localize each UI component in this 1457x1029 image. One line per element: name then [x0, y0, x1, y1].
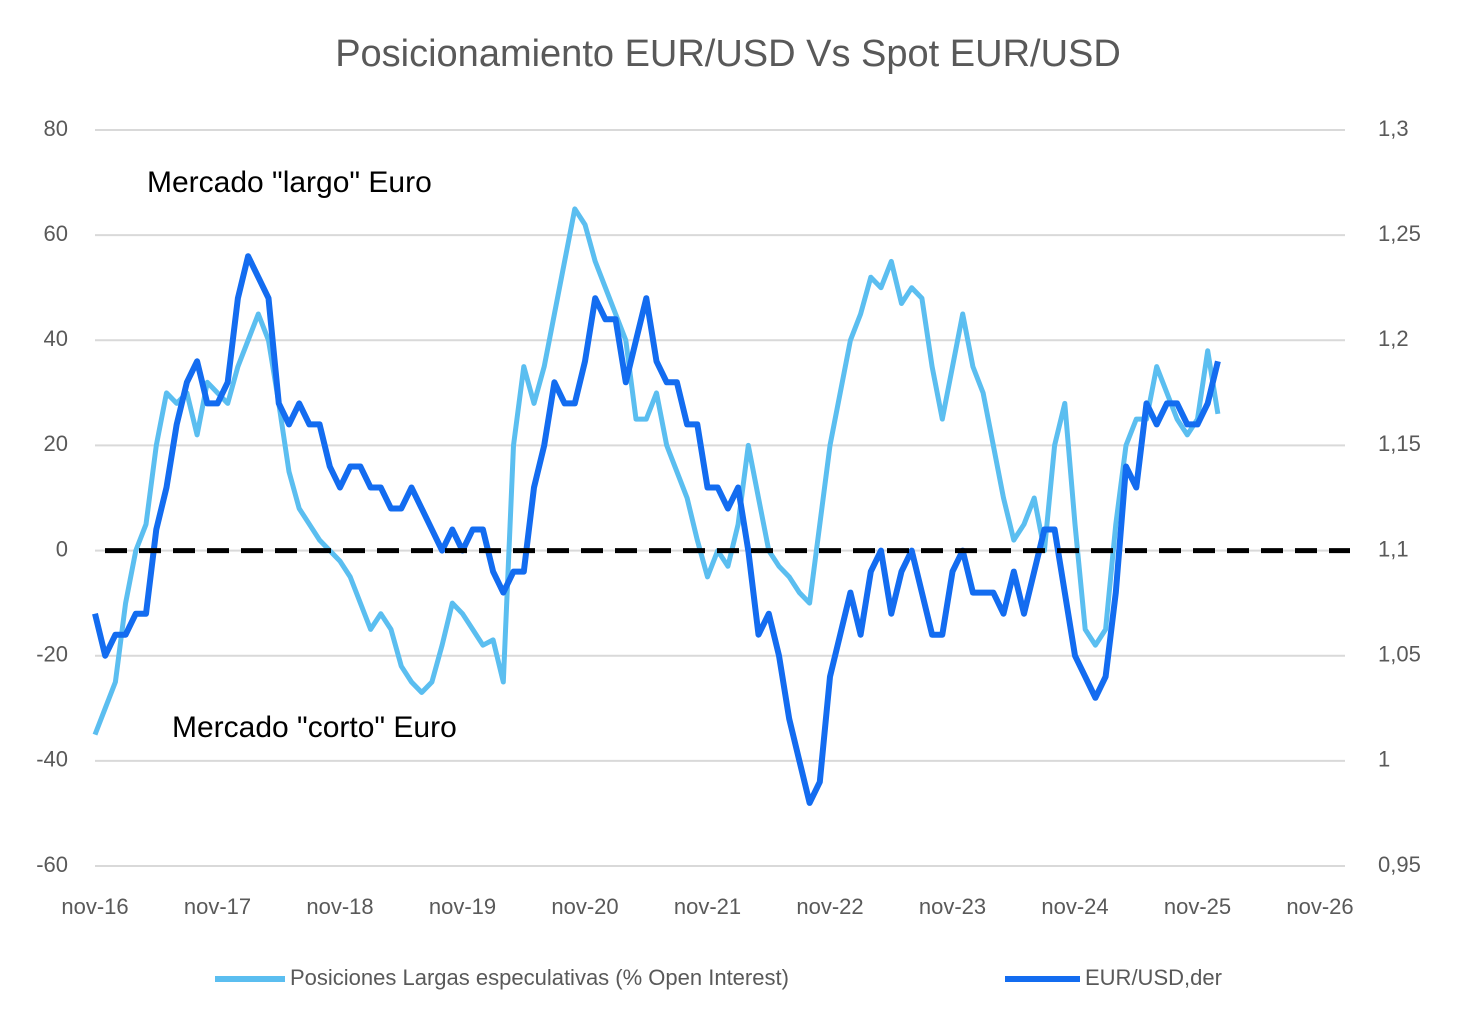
- y2-tick-label: 0,95: [1378, 852, 1421, 877]
- x-tick-label: nov-26: [1286, 894, 1353, 919]
- y2-tick-label: 1,15: [1378, 431, 1421, 456]
- y-tick-label: 0: [56, 536, 68, 561]
- x-tick-label: nov-17: [184, 894, 251, 919]
- y2-tick-label: 1: [1378, 747, 1390, 772]
- legend-label: EUR/USD,der: [1085, 965, 1222, 990]
- annotation: Mercado "corto" Euro: [172, 711, 457, 744]
- x-tick-label: nov-22: [796, 894, 863, 919]
- x-tick-label: nov-21: [674, 894, 741, 919]
- x-tick-label: nov-25: [1164, 894, 1231, 919]
- series-line: [92, 253, 1221, 806]
- x-tick-label: nov-24: [1041, 894, 1108, 919]
- x-tick-label: nov-20: [551, 894, 618, 919]
- y2-tick-label: 1,2: [1378, 326, 1409, 351]
- y2-tick-label: 1,05: [1378, 642, 1421, 667]
- y-tick-label: 20: [44, 431, 68, 456]
- y2-tick-label: 1,25: [1378, 221, 1421, 246]
- y2-tick-label: 1,3: [1378, 116, 1409, 141]
- legend-label: Posiciones Largas especulativas (% Open …: [290, 965, 789, 990]
- x-tick-label: nov-19: [429, 894, 496, 919]
- x-tick-label: nov-16: [61, 894, 128, 919]
- y-tick-label: 60: [44, 221, 68, 246]
- x-tick-label: nov-18: [306, 894, 373, 919]
- y-tick-label: 80: [44, 116, 68, 141]
- annotation: Mercado "largo" Euro: [147, 166, 432, 199]
- series-line: [92, 206, 1221, 736]
- x-tick-label: nov-23: [919, 894, 986, 919]
- y-tick-label: 40: [44, 326, 68, 351]
- y-tick-label: -40: [36, 747, 68, 772]
- y2-tick-label: 1,1: [1378, 536, 1409, 561]
- y-tick-label: -60: [36, 852, 68, 877]
- y-tick-label: -20: [36, 642, 68, 667]
- chart-title: Posicionamiento EUR/USD Vs Spot EUR/USD: [335, 33, 1121, 75]
